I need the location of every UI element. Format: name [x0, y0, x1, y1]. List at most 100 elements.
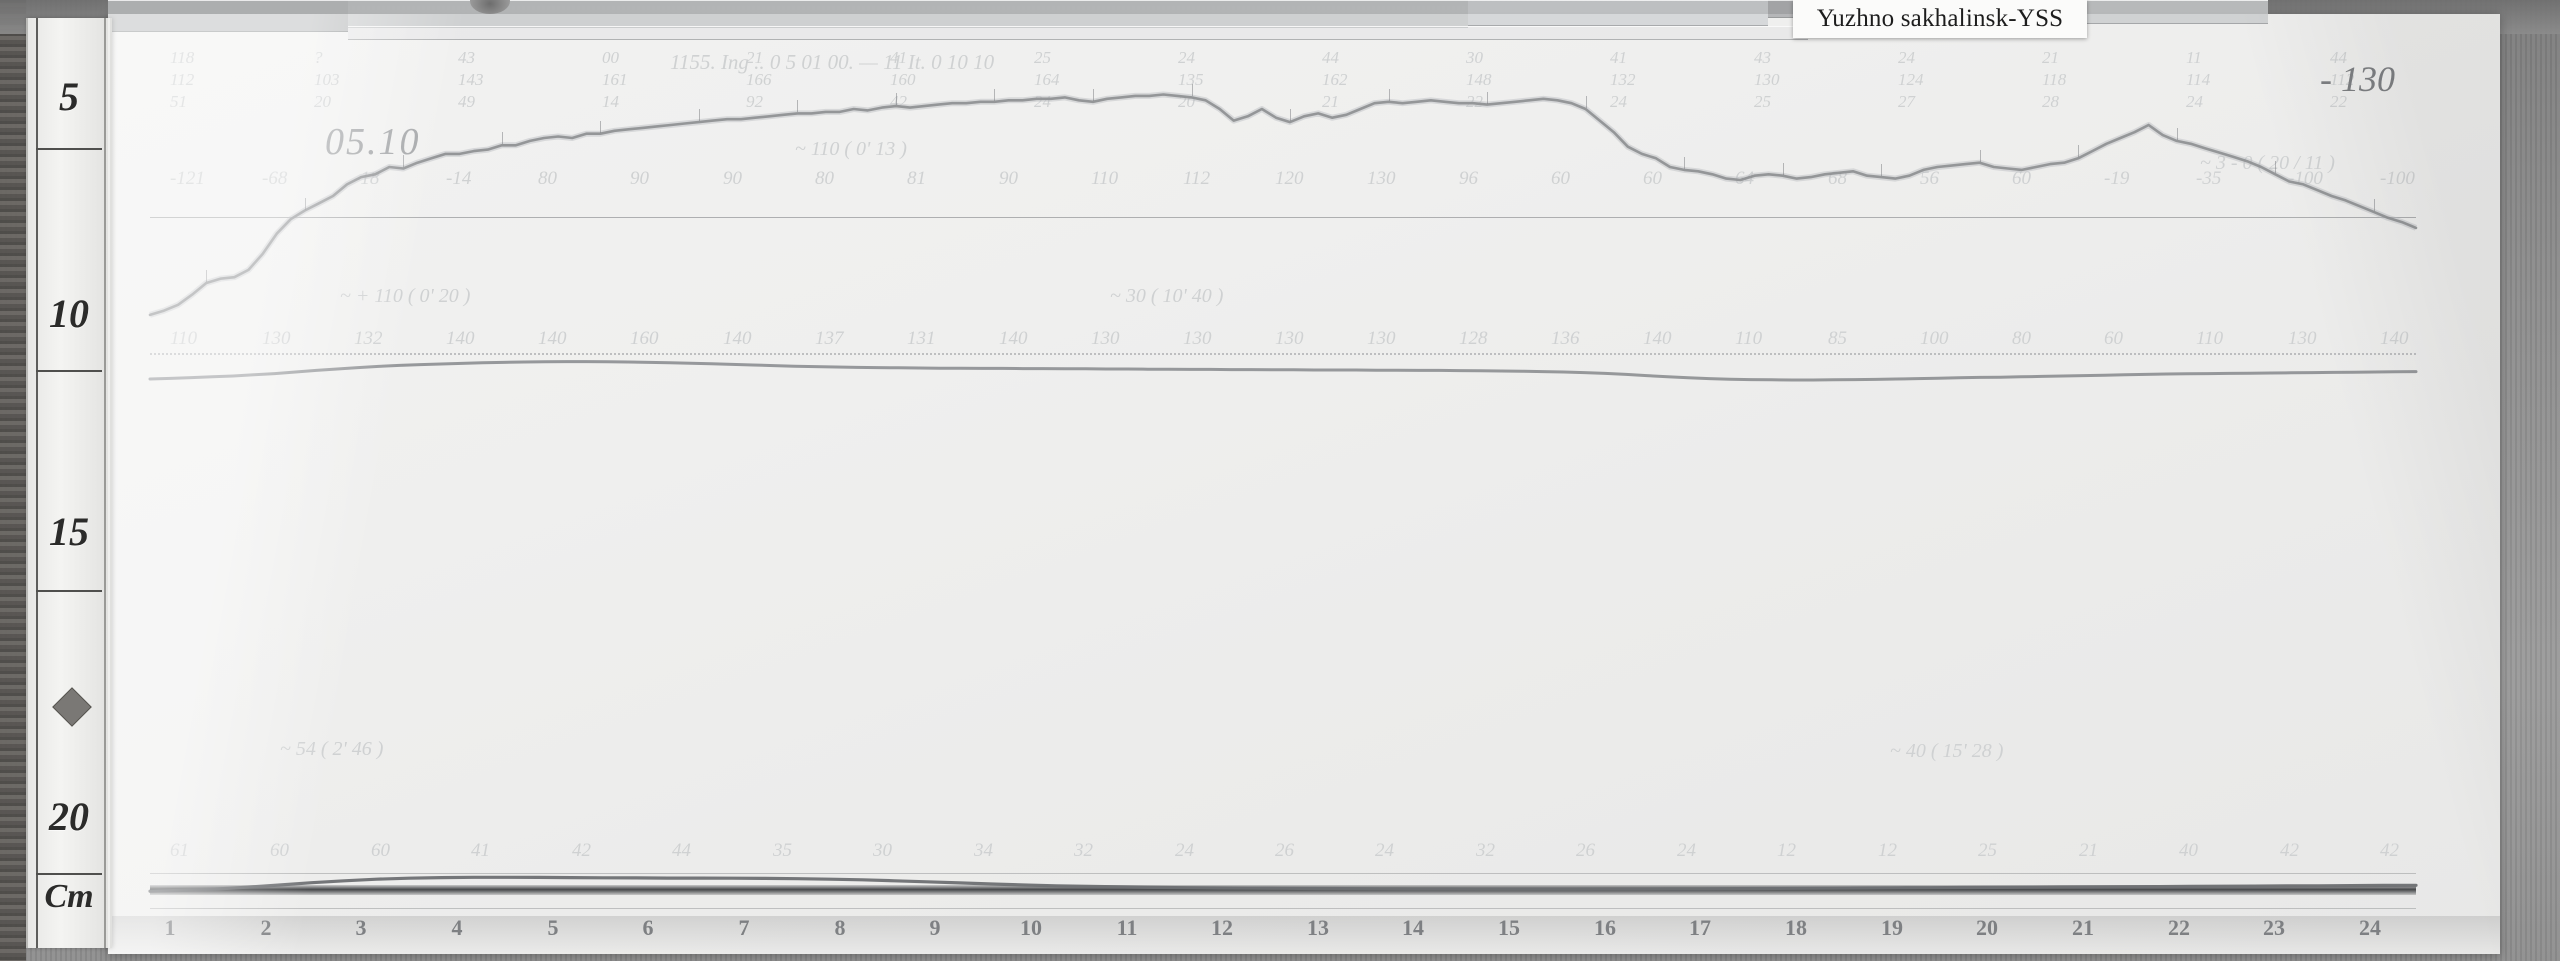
ruler-divider-10 [36, 370, 102, 372]
scale-number: 60 [2012, 168, 2031, 189]
scale-number: 12 [1878, 840, 1897, 861]
hour-tick-label: 8 [834, 915, 846, 940]
top-scale-number: 166 [746, 70, 772, 89]
scale-number: 130 [262, 328, 291, 349]
scale-number: 160 [630, 328, 659, 349]
scale-number: 81 [907, 168, 926, 189]
scale-number: 32 [1074, 840, 1093, 861]
top-scale-number: 44 [2330, 48, 2347, 67]
scale-number: 110 [2196, 328, 2224, 349]
trace-tick-mark [1192, 84, 1193, 96]
sheet-date-text: 05.10 [325, 121, 421, 163]
trace-tick-mark [994, 89, 995, 101]
scale-number: 90 [999, 168, 1018, 189]
hour-tick-label: 6 [642, 915, 654, 940]
top-scale-number: 143 [458, 70, 484, 89]
station-label-text: Yuzhno sakhalinsk-YSS [1816, 5, 2064, 32]
hour-tick-label: 14 [1402, 915, 1424, 940]
baseline-z [150, 873, 2416, 874]
annotation-z-left: ~ 54 ( 2' 46 ) [280, 738, 384, 760]
annotation-h-left: ~ 110 ( 0' 13 ) [795, 138, 907, 160]
scale-number: 41 [471, 840, 490, 861]
scale-number: -35 [2196, 168, 2222, 189]
baseline-z-lower [150, 908, 2416, 909]
top-scale-number: 24 [1610, 92, 1627, 111]
scale-number: -121 [170, 168, 205, 189]
scale-number: 130 [2288, 328, 2317, 349]
hour-tick-label: 18 [1785, 915, 1807, 940]
top-scale-number: 49 [458, 92, 475, 111]
trace-z-component [148, 875, 2418, 893]
top-scale-number: 43 [458, 48, 475, 67]
trace-tick-mark [1093, 89, 1094, 101]
scale-number: 140 [1643, 328, 1672, 349]
trace-tick-mark [502, 132, 503, 144]
scale-number: 110 [170, 328, 198, 349]
scale-number: 130 [1275, 328, 1304, 349]
hour-tick-label: 17 [1689, 915, 1711, 940]
top-scale-number: 43 [1754, 48, 1771, 67]
top-scale-number: 22 [1466, 92, 1483, 111]
top-scale-number: 132 [1610, 70, 1636, 89]
scale-number: 26 [1576, 840, 1595, 861]
hour-tick-label: 13 [1307, 915, 1329, 940]
hour-tick-label: 10 [1020, 915, 1042, 940]
scale-number: 140 [538, 328, 567, 349]
hour-tick-label: 15 [1498, 915, 1520, 940]
scale-number: 42 [572, 840, 591, 861]
scale-number: 137 [815, 328, 844, 349]
trace-tick-mark [1389, 89, 1390, 101]
hour-tick-label: 12 [1211, 915, 1233, 940]
top-scale-number: 25 [1034, 48, 1051, 67]
trace-tick-mark [699, 109, 700, 121]
trace-tick-mark [206, 270, 207, 282]
scale-number: 42 [2380, 840, 2399, 861]
trace-tick-mark [2275, 161, 2276, 173]
hour-tick-label: 21 [2072, 915, 2094, 940]
trace-tick-mark [1783, 163, 1784, 175]
top-scale-number: 25 [1754, 92, 1771, 111]
scale-number: 21 [2079, 840, 2098, 861]
ruler-divider-15 [36, 590, 102, 592]
trace-h-component [148, 91, 2418, 318]
scale-number: 32 [1476, 840, 1495, 861]
scale-number: 140 [999, 328, 1028, 349]
scale-number: 128 [1459, 328, 1488, 349]
top-scale-number: 160 [890, 70, 916, 89]
top-scale-number: 112 [2330, 70, 2355, 89]
scale-number: -19 [2104, 168, 2130, 189]
top-scale-number: 21 [2042, 48, 2059, 67]
hour-tick-label: 11 [1116, 915, 1138, 940]
ruler-mark-15: 15 [49, 509, 89, 554]
top-scale-number: 44 [1322, 48, 1339, 67]
trace-tick-mark [797, 100, 798, 112]
baseline-h [150, 217, 2416, 218]
scale-number: 90 [723, 168, 742, 189]
top-scale-number: 92 [746, 92, 763, 111]
scale-number: 80 [815, 168, 834, 189]
scale-number: -100 [2380, 168, 2415, 189]
scale-number: 80 [2012, 328, 2031, 349]
scale-number: 44 [672, 840, 691, 861]
trace-tick-mark [403, 155, 404, 167]
top-scale-number: ? [314, 48, 323, 67]
top-scale-number: 41 [890, 48, 907, 67]
scale-number: 112 [1183, 168, 1211, 189]
top-scale-number: 20 [314, 92, 331, 111]
wood-edge-left [0, 0, 26, 961]
chart-sheet [108, 14, 2500, 954]
scale-number: 130 [1367, 168, 1396, 189]
ruler-divider-20 [36, 873, 102, 875]
scale-number: 110 [1091, 168, 1119, 189]
top-scale-number: 161 [602, 70, 628, 89]
top-scale-number: 162 [1322, 70, 1348, 89]
ruler-divider-5 [36, 148, 102, 150]
scale-number: 61 [170, 840, 189, 861]
top-scale-number: 00 [602, 48, 619, 67]
ruler-unit-label: Cm [44, 878, 94, 915]
hour-tick-label: 7 [738, 915, 750, 940]
top-scale-number: 27 [1898, 92, 1915, 111]
scale-number: 110 [1735, 328, 1763, 349]
top-scale-number: 124 [1898, 70, 1924, 89]
